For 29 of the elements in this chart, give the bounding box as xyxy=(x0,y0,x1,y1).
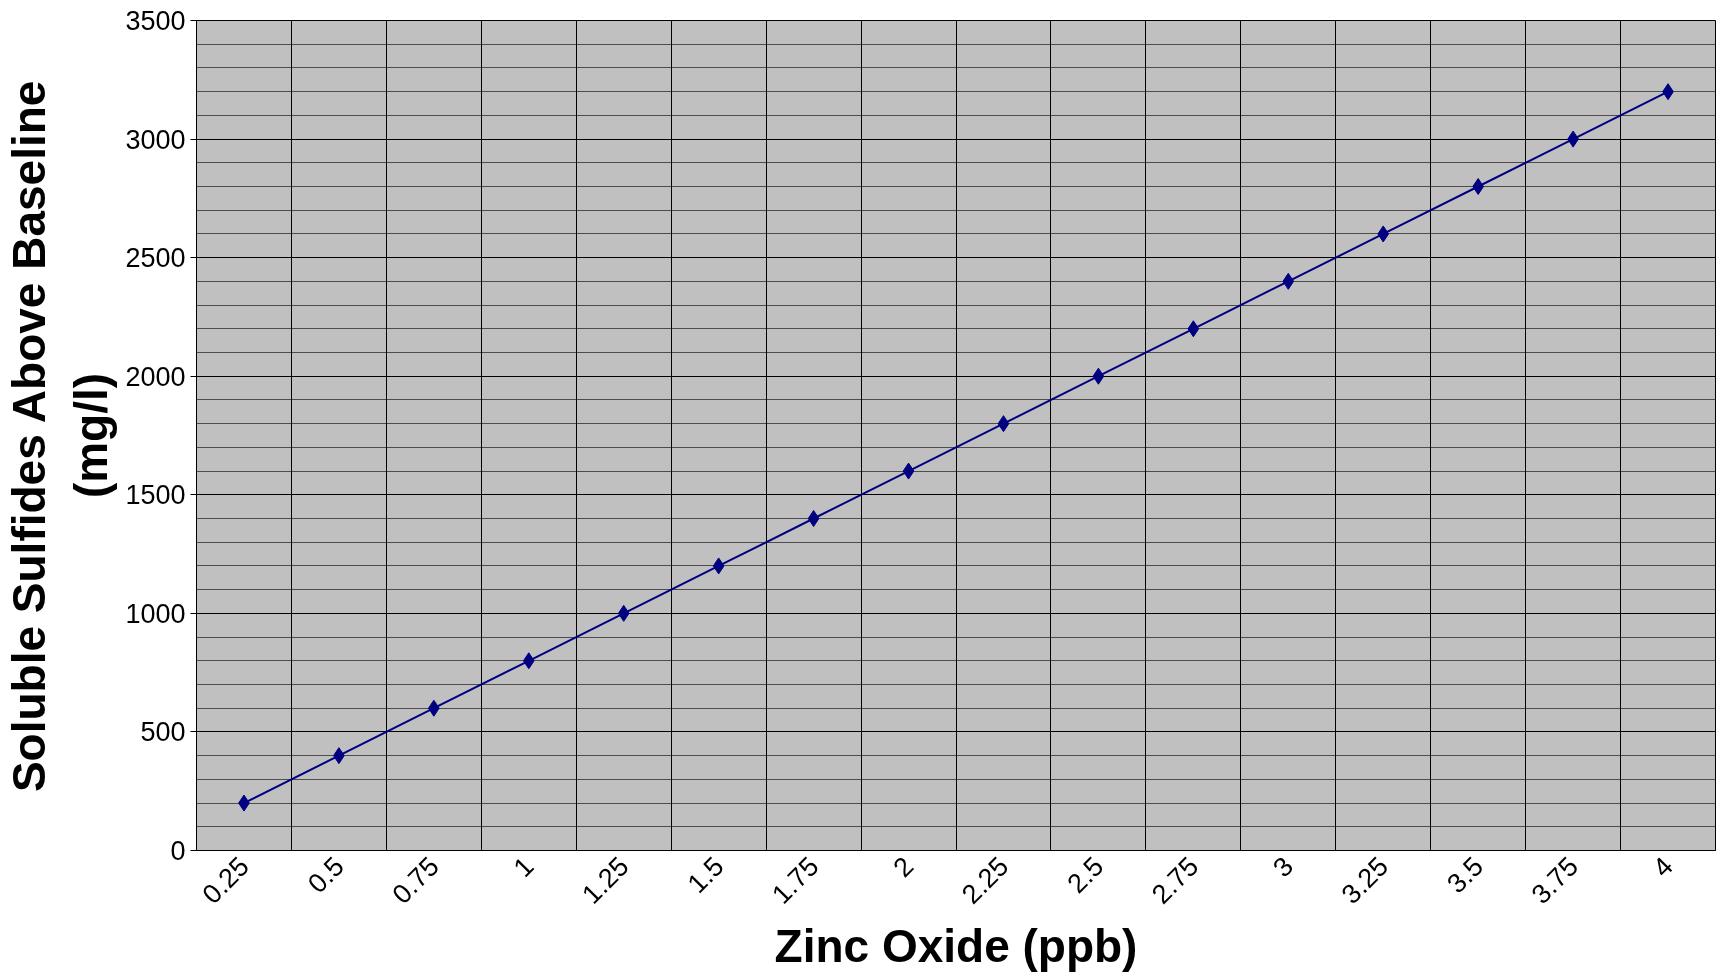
x-axis-title: Zinc Oxide (ppb) xyxy=(774,920,1138,973)
point xyxy=(1187,320,1200,338)
y-tick-label: 2500 xyxy=(125,243,186,274)
y-tick-label: 1000 xyxy=(125,598,186,629)
x-tick-label: 3 xyxy=(1267,851,1300,884)
y-tick-label: 500 xyxy=(140,717,186,748)
point xyxy=(997,415,1010,433)
point xyxy=(1092,367,1105,385)
point xyxy=(1472,178,1484,195)
x-tick-label: 4 xyxy=(1647,851,1679,884)
y-tick-label: 2000 xyxy=(125,361,186,392)
x-tick-label: 3.5 xyxy=(1441,851,1490,899)
y-tick-label: 0 xyxy=(170,836,186,866)
x-tick-label: 1 xyxy=(507,851,540,884)
y-tick-label: 3500 xyxy=(125,6,186,36)
x-tick-label: 2 xyxy=(887,851,920,884)
y-tick-label: 1500 xyxy=(125,480,186,511)
y-axis-title: Soluble Sulfides Above Baseline (mg/l) xyxy=(3,80,118,793)
point xyxy=(522,652,535,670)
y-tick-label: 3000 xyxy=(125,124,186,155)
x-tick-label: 0.5 xyxy=(302,851,350,899)
x-tick-label: 2.5 xyxy=(1061,851,1110,899)
point xyxy=(902,462,915,480)
point xyxy=(1282,272,1295,290)
point xyxy=(712,557,725,575)
point xyxy=(1377,225,1390,243)
point xyxy=(807,510,820,527)
x-tick-label: 1.5 xyxy=(681,851,730,899)
point xyxy=(617,604,630,622)
